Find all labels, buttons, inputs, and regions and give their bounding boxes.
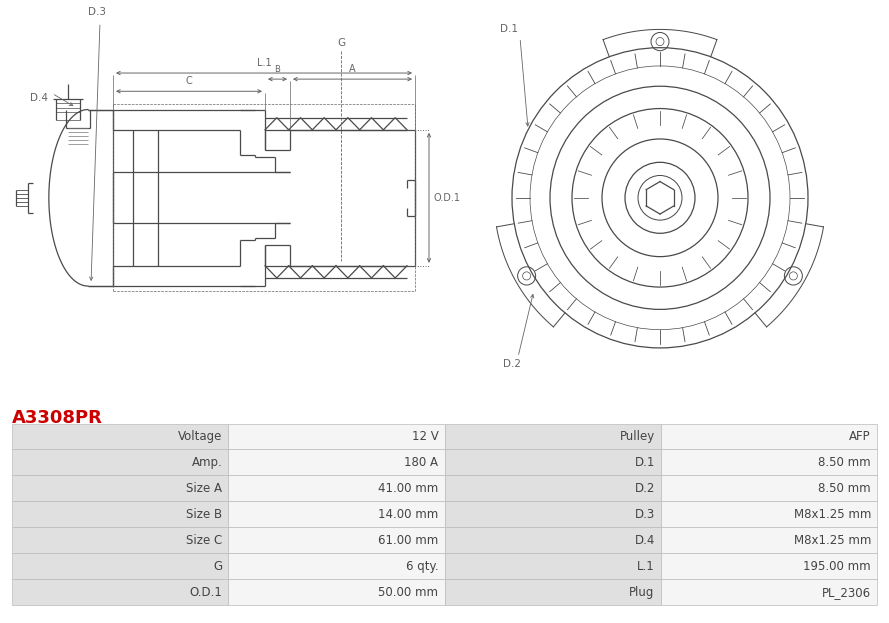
Bar (444, 449, 661, 475)
Text: Pulley: Pulley (620, 430, 655, 443)
Text: 14.00 mm: 14.00 mm (378, 508, 438, 521)
Bar (228, 424, 444, 449)
Bar (661, 527, 877, 553)
Bar (12, 502, 228, 527)
Bar (12, 553, 228, 579)
Text: 6 qty.: 6 qty. (406, 559, 438, 573)
Bar (12, 527, 228, 553)
Text: L.1: L.1 (257, 58, 271, 68)
Bar (444, 553, 661, 579)
Text: G: G (337, 37, 345, 47)
Bar (228, 553, 444, 579)
Bar (444, 424, 661, 449)
Text: Size A: Size A (187, 482, 222, 495)
Text: D.1: D.1 (635, 456, 655, 469)
Bar (444, 527, 661, 553)
Bar (661, 553, 877, 579)
Bar (12, 424, 228, 449)
Bar (661, 449, 877, 475)
Text: A3308PR: A3308PR (12, 409, 103, 427)
Bar (228, 449, 444, 475)
Text: D.3: D.3 (635, 508, 655, 521)
Text: D.4: D.4 (30, 93, 48, 103)
Bar (661, 502, 877, 527)
Text: C: C (186, 76, 192, 86)
Text: O.D.1: O.D.1 (189, 586, 222, 599)
Bar (228, 475, 444, 502)
Bar (661, 424, 877, 449)
Text: Size C: Size C (186, 534, 222, 547)
Bar (12, 579, 228, 605)
Text: 12 V: 12 V (412, 430, 438, 443)
Bar (444, 475, 661, 502)
Text: D.2: D.2 (503, 359, 521, 369)
Text: G: G (213, 559, 222, 573)
Bar (228, 502, 444, 527)
Text: B: B (275, 65, 280, 74)
Bar (12, 449, 228, 475)
Text: 195.00 mm: 195.00 mm (804, 559, 871, 573)
Bar (661, 579, 877, 605)
Text: A: A (349, 64, 356, 74)
Text: Voltage: Voltage (178, 430, 222, 443)
Text: D.1: D.1 (500, 24, 518, 34)
Bar (444, 502, 661, 527)
Text: 8.50 mm: 8.50 mm (819, 482, 871, 495)
Bar (228, 527, 444, 553)
Text: 61.00 mm: 61.00 mm (378, 534, 438, 547)
Text: D.3: D.3 (88, 7, 106, 17)
Text: 180 A: 180 A (404, 456, 438, 469)
Text: 8.50 mm: 8.50 mm (819, 456, 871, 469)
Text: PL_2306: PL_2306 (821, 586, 871, 599)
Bar (12, 475, 228, 502)
Text: Plug: Plug (629, 586, 655, 599)
Text: Amp.: Amp. (191, 456, 222, 469)
Text: 50.00 mm: 50.00 mm (379, 586, 438, 599)
Text: 41.00 mm: 41.00 mm (378, 482, 438, 495)
Text: M8x1.25 mm: M8x1.25 mm (794, 534, 871, 547)
Bar (228, 579, 444, 605)
Text: L.1: L.1 (637, 559, 655, 573)
Text: AFP: AFP (849, 430, 871, 443)
Text: O.D.1: O.D.1 (433, 193, 460, 203)
Text: Size B: Size B (186, 508, 222, 521)
Text: D.4: D.4 (635, 534, 655, 547)
Bar (661, 475, 877, 502)
Text: D.2: D.2 (635, 482, 655, 495)
Bar (444, 579, 661, 605)
Text: M8x1.25 mm: M8x1.25 mm (794, 508, 871, 521)
